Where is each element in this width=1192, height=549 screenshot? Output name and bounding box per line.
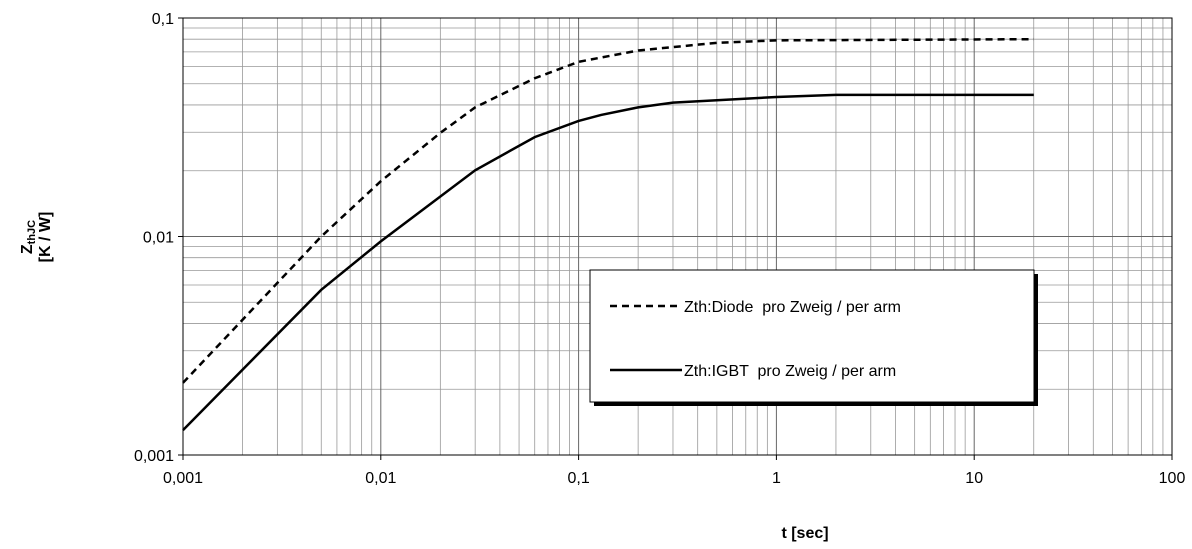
x-axis-label: t [sec]	[781, 525, 828, 542]
y-axis-label: ZthJC [K / W]	[19, 212, 54, 263]
y-tick-label: 0,001	[134, 448, 174, 465]
legend-label: Zth:IGBT pro Zweig / per arm	[684, 363, 896, 380]
legend	[589, 269, 1035, 403]
x-tick-label: 1	[772, 470, 781, 487]
x-tick-label: 100	[1159, 470, 1186, 487]
y-label-unit: [K / W]	[37, 212, 54, 263]
series-line	[182, 93, 1034, 431]
y-tick-label: 0,1	[152, 11, 174, 28]
y-tick-label: 0,01	[143, 230, 174, 247]
plot-frame	[182, 17, 1173, 456]
series-line	[182, 37, 1034, 384]
legend-label: Zth:Diode pro Zweig / per arm	[684, 299, 901, 316]
x-tick-label: 0,1	[567, 470, 589, 487]
x-tick-label: 0,01	[365, 470, 396, 487]
x-tick-label: 0,001	[163, 470, 203, 487]
y-label-main: Z	[19, 244, 36, 254]
y-axis-label-text: ZthJC	[19, 220, 38, 254]
x-tick-label: 10	[965, 470, 983, 487]
y-label-sub: thJC	[26, 220, 38, 245]
